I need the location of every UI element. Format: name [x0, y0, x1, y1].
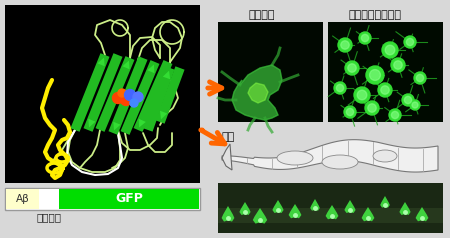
Polygon shape	[416, 207, 428, 221]
Text: 培養細脹: 培養細脹	[249, 10, 275, 20]
Circle shape	[344, 106, 356, 118]
Circle shape	[414, 72, 426, 84]
Circle shape	[354, 87, 370, 103]
Circle shape	[406, 38, 414, 46]
Polygon shape	[326, 205, 338, 219]
Circle shape	[412, 102, 418, 108]
Polygon shape	[400, 202, 410, 215]
Circle shape	[112, 93, 123, 104]
Circle shape	[125, 89, 135, 100]
Circle shape	[130, 99, 138, 107]
Circle shape	[394, 61, 402, 69]
Polygon shape	[248, 83, 268, 103]
Circle shape	[369, 69, 380, 80]
Circle shape	[341, 41, 349, 49]
Polygon shape	[288, 204, 302, 218]
Circle shape	[118, 89, 126, 97]
Ellipse shape	[322, 155, 358, 169]
Polygon shape	[380, 196, 390, 208]
Circle shape	[416, 74, 423, 82]
Polygon shape	[310, 199, 320, 211]
Circle shape	[346, 108, 354, 116]
Ellipse shape	[277, 151, 313, 165]
Circle shape	[348, 64, 356, 72]
Circle shape	[402, 94, 414, 106]
Polygon shape	[232, 65, 282, 120]
Bar	[39, 189, 59, 209]
Circle shape	[404, 36, 416, 48]
Circle shape	[365, 101, 379, 115]
Circle shape	[357, 90, 367, 100]
Bar	[328, 22, 443, 122]
Bar	[218, 183, 443, 233]
Bar	[6, 189, 39, 209]
Polygon shape	[253, 208, 267, 223]
Polygon shape	[344, 200, 356, 213]
Bar	[5, 5, 200, 183]
Polygon shape	[222, 144, 232, 170]
Circle shape	[338, 38, 352, 52]
Circle shape	[359, 32, 371, 44]
Circle shape	[385, 45, 395, 55]
Polygon shape	[232, 65, 282, 120]
Polygon shape	[362, 207, 374, 221]
Circle shape	[337, 84, 344, 92]
Polygon shape	[222, 140, 438, 172]
Circle shape	[121, 94, 131, 105]
Circle shape	[378, 83, 392, 97]
Circle shape	[391, 58, 405, 72]
Bar	[218, 208, 443, 223]
Circle shape	[366, 66, 384, 84]
Bar	[5, 188, 200, 210]
Ellipse shape	[373, 150, 397, 162]
Circle shape	[389, 109, 401, 121]
Polygon shape	[272, 200, 284, 213]
Circle shape	[392, 111, 399, 119]
Circle shape	[381, 86, 389, 94]
Bar	[59, 189, 199, 209]
Circle shape	[133, 92, 143, 102]
Bar	[218, 22, 323, 122]
Text: 初代培養神経細脹: 初代培養神経細脹	[348, 10, 401, 20]
Circle shape	[405, 96, 412, 104]
Text: リンカー: リンカー	[36, 212, 62, 222]
Circle shape	[334, 82, 346, 94]
Polygon shape	[221, 206, 234, 222]
Circle shape	[382, 42, 398, 58]
Circle shape	[410, 100, 420, 110]
Text: Aβ: Aβ	[16, 194, 29, 204]
Circle shape	[368, 104, 376, 112]
Circle shape	[345, 61, 359, 75]
Text: 線虫: 線虫	[222, 132, 235, 142]
Text: GFP: GFP	[115, 193, 143, 205]
Circle shape	[361, 35, 369, 42]
Polygon shape	[239, 202, 251, 215]
